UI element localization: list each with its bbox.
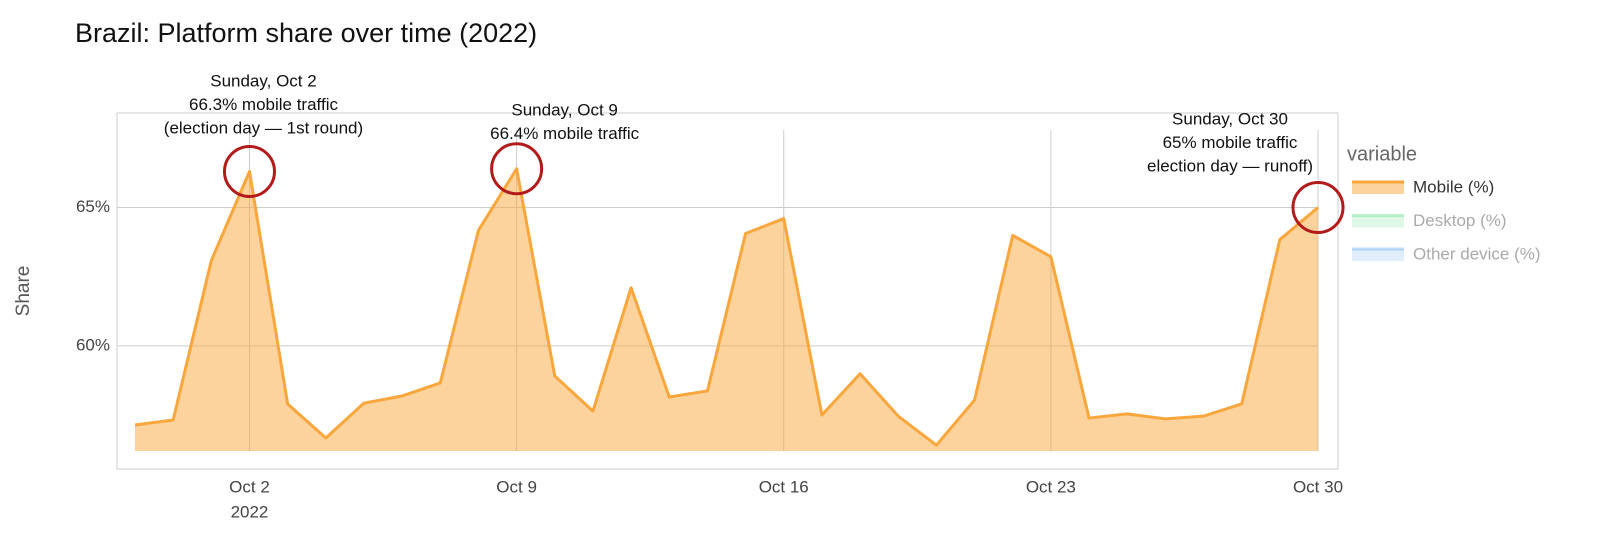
legend-swatch <box>1352 215 1404 228</box>
x-tick-label: Oct 16 <box>759 477 809 496</box>
chart-title: Brazil: Platform share over time (2022) <box>75 18 537 48</box>
y-tick-label: 65% <box>76 197 110 216</box>
y-tick-label: 60% <box>76 335 110 354</box>
legend-swatch <box>1352 182 1404 194</box>
plot-frame <box>116 112 1339 470</box>
annotation-circle <box>1291 180 1345 234</box>
annotation-text: (election day — 1st round) <box>164 118 363 137</box>
area-fill <box>135 168 1318 451</box>
x-tick-label: Oct 23 <box>1026 477 1076 496</box>
annotation-text: 66.4% mobile traffic <box>490 124 639 143</box>
y-axis-title: Share <box>13 266 34 317</box>
annotation-text: Sunday, Oct 30 <box>1172 109 1288 128</box>
legend-title: variable <box>1347 143 1417 165</box>
annotation-text: 66.3% mobile traffic <box>189 95 338 114</box>
x-tick-label: Oct 2 <box>229 477 270 496</box>
annotation-text: Sunday, Oct 2 <box>210 71 316 90</box>
annotation-circle <box>222 145 276 199</box>
annotation-text: Sunday, Oct 9 <box>511 100 617 119</box>
annotation-circle <box>490 142 544 196</box>
annotation-text: 65% mobile traffic <box>1163 133 1298 152</box>
x-tick-label: Oct 30 <box>1293 477 1343 496</box>
annotation-text: election day — runoff) <box>1147 156 1313 175</box>
x-tick-sublabel: 2022 <box>231 502 269 521</box>
x-tick-label: Oct 9 <box>496 477 537 496</box>
area-line <box>134 167 1319 447</box>
legend-label: Mobile (%) <box>1413 177 1494 196</box>
legend-label: Desktop (%) <box>1413 211 1507 230</box>
legend-label: Other device (%) <box>1413 244 1541 263</box>
legend-swatch <box>1352 249 1404 261</box>
